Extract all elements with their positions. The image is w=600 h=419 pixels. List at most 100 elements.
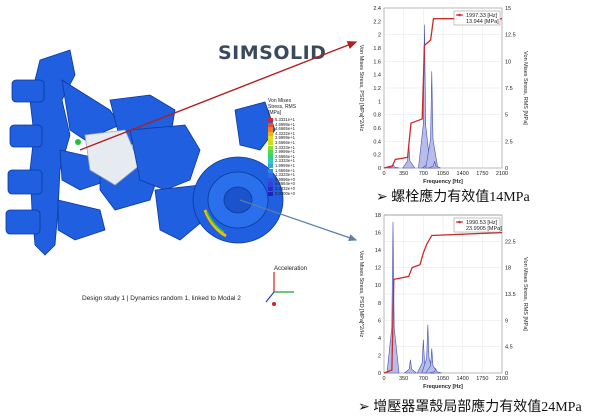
tooltip-line1: 1997.33 [Hz]	[466, 13, 498, 19]
y-left-tick-label: 1.2	[373, 86, 381, 92]
legend-swatch	[268, 187, 273, 192]
y-left-tick-label: 2	[378, 33, 381, 39]
legend-swatch	[268, 173, 273, 178]
y-left-tick-label: 2	[378, 353, 381, 359]
bullet-icon: ➢	[376, 190, 388, 205]
caption-top-text: 螺栓應力有效值14MPa	[391, 190, 530, 205]
y-left-tick-label: 1	[378, 99, 381, 105]
legend-value: 1.3333e+1	[275, 172, 295, 178]
axis-triad	[265, 272, 294, 306]
y-right-tick-label: 22.5	[505, 239, 516, 245]
x-tick-label: 350	[399, 171, 408, 177]
y-right-tick-label: 2.5	[505, 139, 513, 145]
x-tick-label: 1050	[437, 171, 449, 177]
y-left-tick-label: 1.4	[373, 73, 381, 79]
y-right-tick-label: 12.5	[505, 33, 516, 39]
y-left-axis-label: Von Mises Stress, PSD [MPa]^2/Hz	[358, 45, 364, 132]
y-right-axis-label: Von Mises Stress, RMS [MPa]	[522, 257, 528, 331]
y-right-tick-label: 13.5	[505, 292, 516, 298]
x-tick-label: 2100	[496, 171, 508, 177]
y-right-tick-label: 7.5	[505, 86, 513, 92]
legend-swatch	[268, 154, 273, 160]
tooltip-line2: 23.9905 [MPa]	[466, 226, 502, 232]
y-right-tick-label: 9	[505, 318, 508, 324]
y-left-tick-label: 0.2	[373, 153, 381, 159]
y-left-tick-label: 0	[378, 166, 381, 172]
legend-row: 6.6664e+0	[268, 182, 328, 187]
psd-peak	[428, 161, 441, 169]
x-tick-label: 2100	[496, 376, 508, 382]
x-tick-label: 1400	[457, 171, 469, 177]
x-tick-label: 700	[419, 376, 428, 382]
legend-value: 2.9999e+1	[275, 149, 295, 155]
caption-top: ➢ 螺栓應力有效值14MPa	[376, 186, 530, 206]
x-tick-label: 700	[419, 171, 428, 177]
caption-bottom-text: 增壓器罩殼局部應力有效值24MPa	[373, 400, 582, 415]
legend-row: 2.6666e+1	[268, 153, 328, 160]
legend-value: 9.9996e+0	[275, 176, 295, 182]
x-axis-label: Frequency [Hz]	[423, 384, 463, 390]
legend-row: 3.3332e+0	[268, 185, 328, 192]
x-tick-label: 1750	[476, 171, 488, 177]
legend-row: 1.6666e+1	[268, 168, 328, 174]
y-right-axis-label: Von Mises Stress, RMS [MPa]	[522, 51, 528, 125]
psd-peak	[387, 164, 400, 169]
y-right-tick-label: 15	[505, 6, 511, 12]
y-right-tick-label: 0	[505, 166, 508, 172]
rms-curve	[383, 18, 502, 169]
legend-row: 2.9999e+1	[268, 150, 328, 155]
legend-value: 0.0000e+0	[275, 190, 295, 196]
y-left-tick-label: 18	[375, 213, 381, 219]
legend-row: 1.9999e+1	[268, 162, 328, 169]
y-left-tick-label: 1.8	[373, 46, 381, 52]
tooltip-line1: 1990.53 [Hz]	[466, 220, 498, 226]
y-left-tick-label: 16	[375, 231, 381, 237]
stress-legend: Von Mises Stress, RMS [MPa] 5.3331e+1 4.9…	[268, 98, 328, 196]
y-left-tick-label: 0.8	[373, 113, 381, 119]
legend-swatch	[268, 168, 273, 174]
legend-swatch	[268, 164, 273, 169]
y-right-tick-label: 5	[505, 113, 508, 119]
y-left-tick-label: 10	[375, 283, 381, 289]
y-left-tick-label: 6	[378, 318, 381, 324]
bolt-stress-chart: 0 350 700 1050 1400 1750 210000.20.40.60.811.2…	[358, 6, 528, 185]
psd-peak	[402, 144, 416, 169]
legend-rows: 5.3331e+1 4.9998e+1 4.6665e+1 4.3332e+1 3.99…	[268, 117, 328, 197]
triad-label: Acceleration	[274, 266, 308, 272]
rms-curve	[383, 231, 503, 374]
y-left-tick-label: 14	[375, 248, 381, 254]
x-tick-label: 1750	[476, 376, 488, 382]
tooltip-marker	[458, 13, 461, 17]
legend-value: 6.6664e+0	[275, 181, 295, 187]
tooltip-line2: 13.944 [MPa]	[466, 19, 499, 25]
caption-bottom: ➢ 增壓器罩殼局部應力有效值24MPa	[358, 396, 582, 416]
y-left-axis-label: Von Mises Stress, PSD [MPa]^2/Hz	[358, 251, 364, 338]
y-left-tick-label: 2.2	[373, 19, 381, 25]
legend-swatch	[268, 150, 273, 155]
legend-value: 2.6666e+1	[275, 153, 295, 159]
y-left-tick-label: 8	[378, 301, 381, 307]
legend-swatch	[268, 177, 273, 183]
x-tick-label: 0	[382, 171, 385, 177]
legend-value: 3.3332e+0	[275, 185, 295, 191]
y-left-tick-label: 12	[375, 266, 381, 272]
x-tick-label: 350	[399, 376, 408, 382]
legend-swatch	[268, 182, 273, 187]
legend-row: 1.3333e+1	[268, 173, 328, 178]
y-left-tick-label: 1.6	[373, 59, 381, 65]
legend-row: 0.0000e+0	[268, 190, 328, 197]
legend-row: 2.3333e+1	[268, 159, 328, 164]
legend-value: 2.3333e+1	[275, 158, 295, 164]
model-footer: Design study 1 | Dynamics random 1, link…	[82, 295, 241, 302]
legend-swatch	[268, 159, 273, 164]
tooltip-box	[453, 217, 501, 233]
y-left-tick-label: 4	[378, 336, 381, 342]
x-tick-label: 1050	[437, 376, 449, 382]
y-right-tick-label: 10	[505, 59, 511, 65]
legend-title: Von Mises Stress, RMS [MPa]	[268, 98, 297, 116]
y-left-tick-label: 0.4	[373, 139, 381, 145]
legend-value: 1.9999e+1	[275, 162, 295, 168]
psd-peak	[403, 359, 418, 374]
x-axis-label: Frequency [Hz]	[423, 179, 463, 185]
y-right-tick-label: 0	[505, 371, 508, 377]
